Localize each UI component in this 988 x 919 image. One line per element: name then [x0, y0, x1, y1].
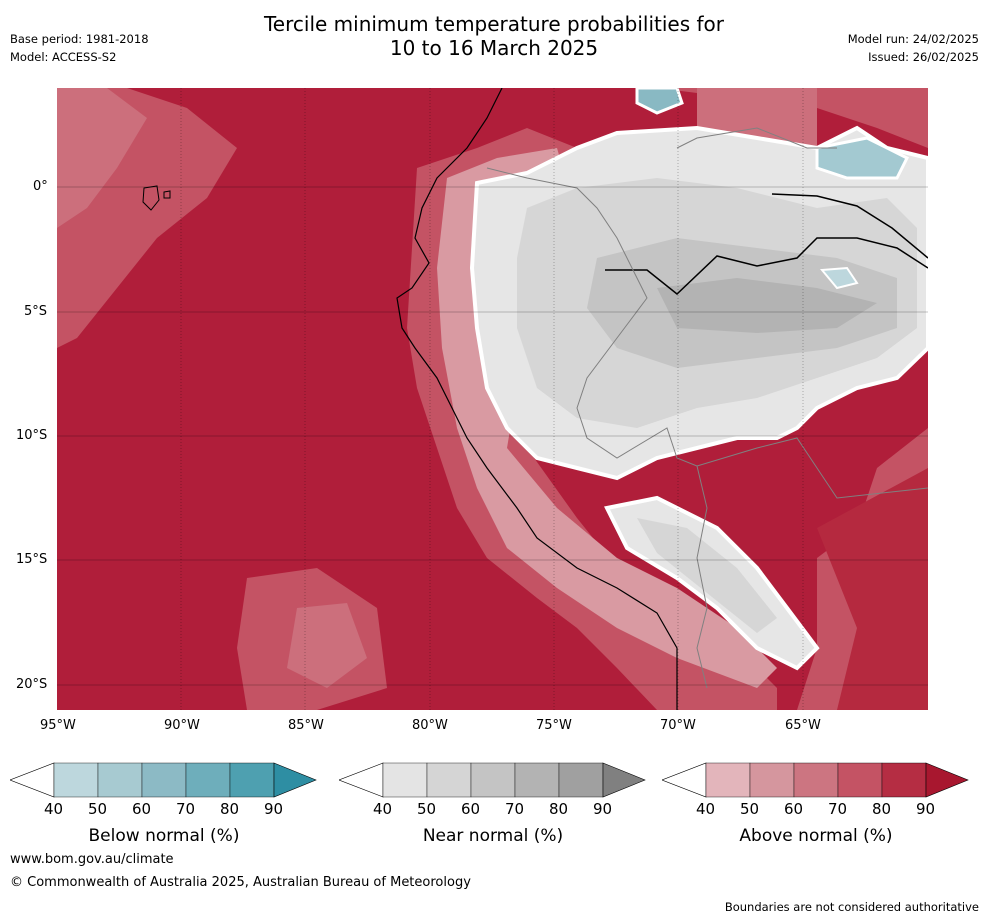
colorbar-near-lower-extend	[338, 762, 384, 798]
copyright-text: © Commonwealth of Australia 2025, Austra…	[10, 875, 471, 890]
colorbar-near-tick-40: 40	[373, 800, 393, 818]
colorbar-above-tick-50: 50	[740, 800, 760, 818]
base-period-text: Base period: 1981-2018	[10, 32, 149, 46]
colorbar-below-upper-extend	[273, 762, 317, 798]
colorbar-below-tick-40: 40	[44, 800, 64, 818]
lat-label-15s: 15°S	[16, 552, 48, 567]
map-title-line2: 10 to 16 March 2025	[389, 36, 599, 60]
colorbar-above-lower-extend	[661, 762, 707, 798]
ocean-zone-south-inner	[287, 603, 367, 688]
graticule	[57, 88, 928, 710]
colorbar-near-tick-90: 90	[593, 800, 613, 818]
colorbar-above-tick-40: 40	[696, 800, 716, 818]
coastline	[396, 87, 678, 710]
colorbar-above-tick-90: 90	[916, 800, 936, 818]
below-normal-patch-northeast	[815, 136, 910, 180]
colorbar-near-normal: 40 50 60 70 80 90 Near normal (%)	[338, 762, 647, 852]
negro-river	[771, 193, 929, 259]
colorbar-near-label: Near normal (%)	[422, 826, 564, 846]
model-run-text: Model run: 24/02/2025	[847, 32, 979, 46]
northern-borders	[676, 127, 837, 149]
map-svg	[57, 86, 930, 710]
colorbar-near-40	[382, 762, 428, 798]
colorbar-below-svg	[9, 762, 317, 798]
colorbar-above-70	[837, 762, 883, 798]
colorbar-below-60	[141, 762, 187, 798]
colorbar-below-lower-extend	[9, 762, 55, 798]
colorbar-near-50	[426, 762, 472, 798]
colorbar-near-tick-60: 60	[461, 800, 481, 818]
colorbar-near-tick-50: 50	[417, 800, 437, 818]
colorbar-below-70	[185, 762, 231, 798]
colorbar-above-40	[705, 762, 751, 798]
colorbar-below-normal: 40 50 60 70 80 90 Below normal (%)	[9, 762, 318, 852]
lon-label-90w: 90°W	[164, 718, 200, 733]
ocean-zone-north-west-inner	[57, 88, 147, 228]
lon-label-95w: 95°W	[40, 718, 76, 733]
colorbar-near-60	[470, 762, 516, 798]
colorbar-below-tick-90: 90	[264, 800, 284, 818]
colorbar-above-tick-80: 80	[872, 800, 892, 818]
map-title: Tercile minimum temperature probabilitie…	[0, 12, 988, 60]
colorbar-below-tick-80: 80	[220, 800, 240, 818]
colorbar-below-40	[53, 762, 99, 798]
colorbar-above-upper-extend	[925, 762, 969, 798]
colorbar-below-tick-60: 60	[132, 800, 152, 818]
galapagos-islet	[163, 190, 171, 199]
colorbar-above-label: Above normal (%)	[739, 826, 893, 846]
near-normal-zone-70	[657, 278, 877, 333]
disclaimer-text: Boundaries are not considered authoritat…	[724, 900, 979, 914]
colorbar-above-80	[881, 762, 927, 798]
amazon-river	[605, 237, 929, 295]
near-normal-south-inner	[637, 518, 777, 633]
website-link[interactable]: www.bom.gov.au/climate	[10, 852, 174, 867]
colorbar-below-80	[229, 762, 275, 798]
lat-label-0: 0°	[33, 179, 48, 194]
colorbar-near-upper-extend	[602, 762, 646, 798]
colorbar-below-tick-50: 50	[88, 800, 108, 818]
probability-map	[57, 86, 930, 710]
colorbar-above-tick-60: 60	[784, 800, 804, 818]
colorbar-above-50	[749, 762, 795, 798]
inland-southeast-above	[817, 468, 928, 710]
lat-label-20s: 20°S	[16, 677, 48, 692]
galapagos-islands	[142, 185, 160, 211]
below-normal-patch-north	[635, 86, 684, 115]
colorbar-near-70	[514, 762, 560, 798]
colorbar-below-label: Below normal (%)	[88, 826, 240, 846]
colorbar-above-tick-70: 70	[828, 800, 848, 818]
colorbar-near-80	[558, 762, 604, 798]
below-normal-patch-east	[819, 266, 859, 290]
colorbar-near-svg	[338, 762, 646, 798]
colorbar-below-tick-70: 70	[176, 800, 196, 818]
lon-label-70w: 70°W	[660, 718, 696, 733]
lon-label-85w: 85°W	[288, 718, 324, 733]
colorbar-near-tick-80: 80	[549, 800, 569, 818]
colorbar-above-60	[793, 762, 839, 798]
lat-label-10s: 10°S	[16, 428, 48, 443]
colorbar-above-normal: 40 50 60 70 80 90 Above normal (%)	[661, 762, 970, 852]
model-text: Model: ACCESS-S2	[10, 50, 117, 64]
lon-label-75w: 75°W	[536, 718, 572, 733]
lon-label-65w: 65°W	[785, 718, 821, 733]
lat-label-5s: 5°S	[24, 304, 48, 319]
lon-label-80w: 80°W	[412, 718, 448, 733]
issued-text: Issued: 26/02/2025	[868, 50, 979, 64]
colorbar-near-tick-70: 70	[505, 800, 525, 818]
colorbar-above-svg	[661, 762, 969, 798]
southern-borders	[696, 437, 929, 499]
national-borders	[486, 167, 708, 689]
colorbar-below-50	[97, 762, 143, 798]
map-title-line1: Tercile minimum temperature probabilitie…	[263, 12, 725, 36]
